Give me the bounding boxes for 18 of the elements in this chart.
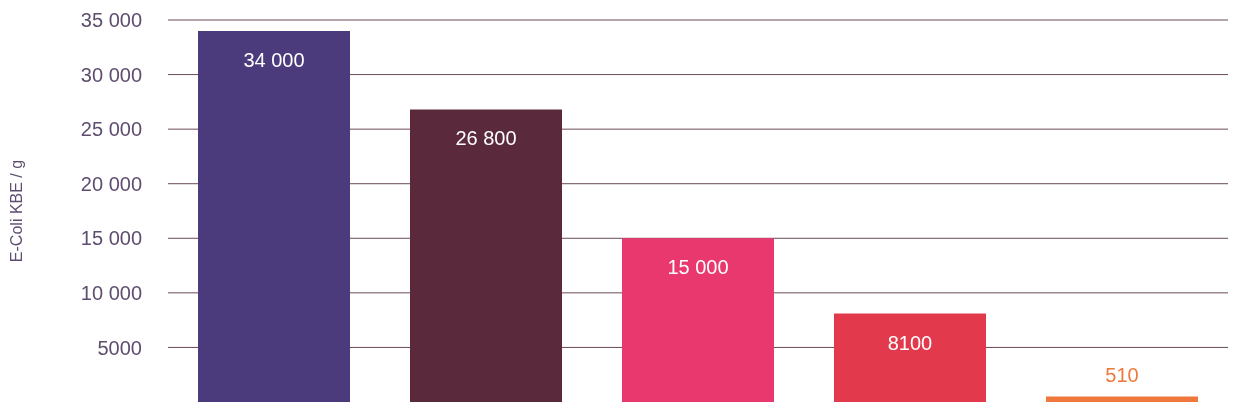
- data-label: 15 000: [667, 256, 729, 279]
- bar: [1046, 396, 1198, 402]
- data-label: 510: [1105, 364, 1139, 387]
- y-tick-label: 30 000: [80, 63, 142, 86]
- y-tick-label: 15 000: [80, 227, 142, 250]
- y-tick-label: 25 000: [80, 118, 142, 141]
- bar: [622, 238, 774, 402]
- y-tick-label: 20 000: [80, 172, 142, 195]
- data-label: 34 000: [243, 48, 305, 71]
- y-tick-label: 5000: [97, 336, 142, 359]
- y-tick-label: 35 000: [80, 9, 142, 32]
- y-tick-label: 10 000: [80, 281, 142, 304]
- bar: [834, 313, 986, 402]
- bar: [410, 109, 562, 402]
- data-label: 8100: [887, 331, 933, 354]
- bar: [198, 30, 350, 402]
- y-axis-title: E-Coli KBE / g: [7, 159, 25, 263]
- data-label: 26 800: [455, 127, 517, 150]
